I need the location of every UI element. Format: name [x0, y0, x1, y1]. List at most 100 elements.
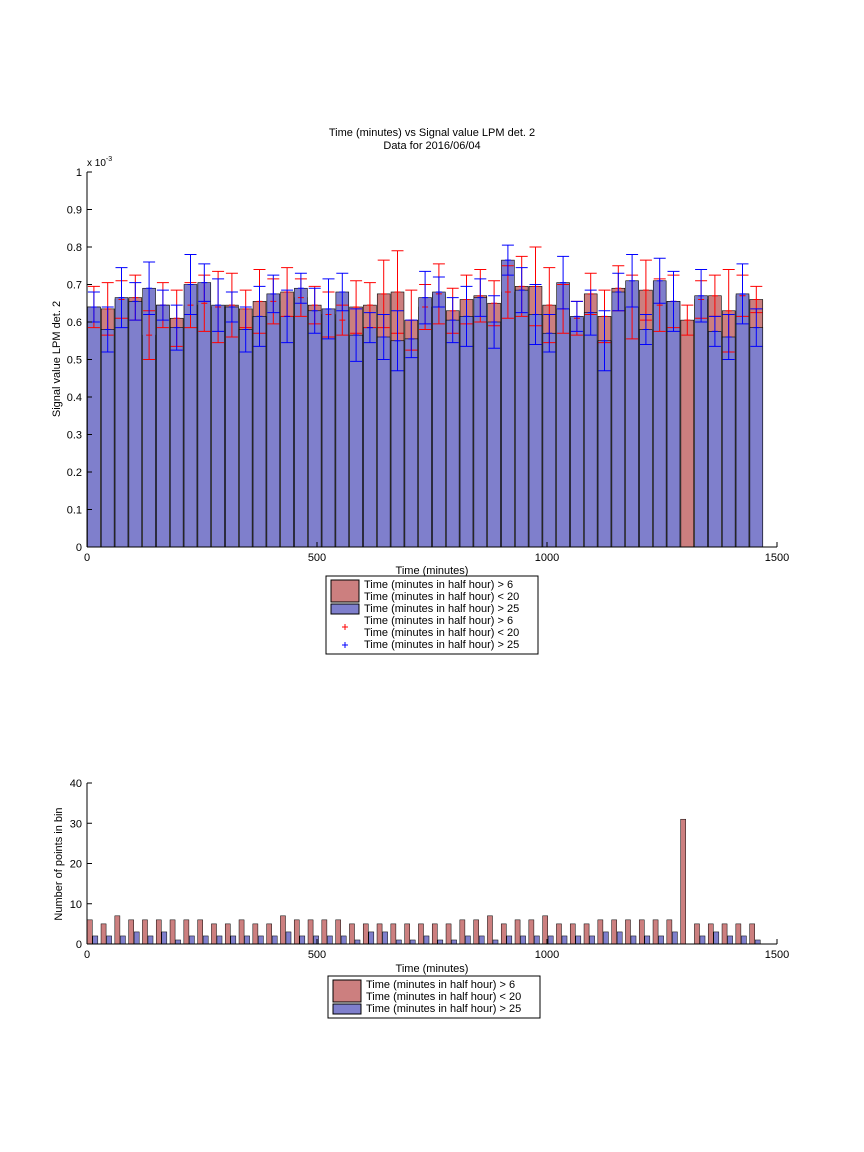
bar-blue: [382, 931, 388, 945]
y-tick-label: 1: [76, 167, 82, 179]
x-tick-label: 1500: [765, 949, 789, 961]
y-tick-label: 0: [76, 542, 82, 554]
bar-red: [431, 923, 438, 945]
bar-red: [224, 923, 231, 945]
bar-blue: [252, 316, 267, 548]
bar-red: [169, 919, 176, 945]
bar-blue: [230, 935, 237, 945]
bar-blue: [561, 935, 568, 945]
bar-red: [266, 923, 272, 945]
bar-blue: [616, 931, 623, 945]
bar-blue: [327, 935, 333, 945]
bar-blue: [644, 935, 651, 945]
bar-blue: [542, 332, 557, 548]
bar-blue: [280, 316, 294, 548]
y-tick-label: 0.4: [67, 392, 82, 404]
y-tick-label: 0.3: [67, 430, 82, 442]
bar-red: [514, 919, 521, 945]
y-tick-label: 10: [70, 899, 82, 911]
y-tick-label: 30: [70, 818, 82, 830]
legend-label: Time (minutes in half hour) > 6: [364, 615, 513, 627]
y-tick-label: 0.7: [67, 280, 82, 292]
bar-blue: [396, 939, 402, 945]
bar-red: [128, 919, 134, 945]
x-axis-label: Time (minutes): [396, 565, 469, 577]
bar-blue: [589, 935, 595, 945]
bar-blue: [244, 935, 250, 945]
bar-blue: [169, 327, 184, 548]
count-chart: 0 500 1000 1500 0 10 20 30 40 Time (minutes) Num…: [53, 778, 789, 1019]
bar-red: [293, 919, 300, 945]
bar-blue: [735, 293, 750, 548]
bar-blue: [409, 939, 416, 945]
bar-blue: [156, 304, 170, 548]
bar-red: [569, 923, 576, 945]
bar-red: [307, 919, 314, 945]
y-tick-label: 0: [76, 939, 82, 951]
bar-red: [680, 319, 695, 548]
bar-red: [335, 919, 341, 945]
bar-red: [473, 919, 479, 945]
chart-title: Time (minutes) vs Signal value LPM det. …: [329, 127, 535, 139]
y-tick-label: 0.5: [67, 355, 82, 367]
bar-red: [583, 923, 590, 945]
bar-blue: [202, 935, 209, 945]
x-tick-label: 0: [84, 949, 90, 961]
bar-red: [459, 919, 466, 945]
x-tick-label: 500: [308, 949, 326, 961]
bar-blue: [465, 935, 471, 945]
bar-blue: [478, 935, 485, 945]
bar-red: [349, 923, 355, 945]
legend-label: Time (minutes in half hour) > 6: [364, 579, 513, 591]
bar-blue: [340, 935, 347, 945]
bar-red: [238, 919, 245, 945]
bar-red: [721, 923, 728, 945]
bar-blue: [506, 935, 513, 945]
bar-blue: [354, 939, 361, 945]
bar-blue: [368, 931, 375, 945]
bar-blue: [363, 327, 377, 548]
count-axes: 0 500 1000 1500 0 10 20 30 40: [70, 778, 789, 961]
bar-blue: [390, 340, 405, 548]
bar-red: [390, 923, 397, 945]
bar-blue: [694, 295, 708, 548]
bar-red: [211, 923, 217, 945]
bar-red: [707, 923, 714, 945]
legend-swatch: [330, 603, 360, 615]
y-tick-label: 20: [70, 859, 82, 871]
bar-blue: [321, 308, 336, 548]
x-tick-label: 0: [84, 552, 90, 564]
legend-label: Time (minutes in half hour) < 20: [364, 591, 519, 603]
bar-blue: [547, 935, 554, 945]
bar-blue: [520, 935, 526, 945]
bar-blue: [100, 329, 115, 548]
bar-red: [321, 919, 328, 945]
bar-blue: [313, 935, 319, 945]
signal-errorbars: [87, 244, 763, 372]
bar-blue: [699, 935, 706, 945]
bar-red: [487, 915, 493, 945]
y-axis-label: Signal value LPM det. 2: [51, 301, 63, 417]
bar-blue: [432, 291, 446, 548]
bar-blue: [175, 939, 181, 945]
bar-blue: [266, 293, 281, 548]
bar-red: [638, 919, 645, 945]
bar-blue: [87, 306, 101, 548]
bar-blue: [459, 316, 474, 548]
count-plot-area: [87, 783, 777, 944]
legend-label: Time (minutes in half hour) > 25: [366, 1003, 521, 1015]
x-tick-label: 1000: [535, 949, 559, 961]
bar-red: [404, 923, 410, 945]
bar-blue: [147, 935, 154, 945]
bar-blue: [285, 931, 292, 945]
bar-blue: [754, 939, 761, 945]
bar-blue: [307, 310, 322, 548]
bar-blue: [666, 301, 681, 548]
signal-chart: Time (minutes) vs Signal value LPM det. …: [51, 127, 789, 655]
bar-blue: [216, 935, 223, 945]
bar-red: [183, 919, 190, 945]
bar-blue: [611, 291, 626, 548]
bar-blue: [437, 939, 444, 945]
